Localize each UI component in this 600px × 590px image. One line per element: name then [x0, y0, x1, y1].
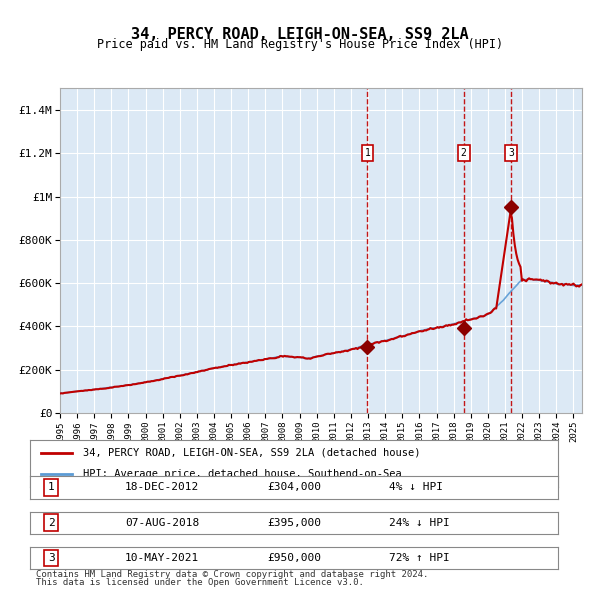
Text: 3: 3	[508, 149, 514, 158]
Text: £304,000: £304,000	[268, 483, 322, 492]
Text: 34, PERCY ROAD, LEIGH-ON-SEA, SS9 2LA (detached house): 34, PERCY ROAD, LEIGH-ON-SEA, SS9 2LA (d…	[83, 448, 420, 458]
Text: 10-MAY-2021: 10-MAY-2021	[125, 553, 199, 563]
Text: 4% ↓ HPI: 4% ↓ HPI	[389, 483, 443, 492]
Text: 24% ↓ HPI: 24% ↓ HPI	[389, 518, 450, 527]
Text: 2: 2	[48, 518, 55, 527]
Text: 2: 2	[461, 149, 467, 158]
Text: 18-DEC-2012: 18-DEC-2012	[125, 483, 199, 492]
Text: Contains HM Land Registry data © Crown copyright and database right 2024.: Contains HM Land Registry data © Crown c…	[36, 570, 428, 579]
Text: Price paid vs. HM Land Registry's House Price Index (HPI): Price paid vs. HM Land Registry's House …	[97, 38, 503, 51]
Text: 3: 3	[48, 553, 55, 563]
Text: 1: 1	[364, 149, 370, 158]
Text: 1: 1	[48, 483, 55, 492]
Text: £950,000: £950,000	[268, 553, 322, 563]
Text: 72% ↑ HPI: 72% ↑ HPI	[389, 553, 450, 563]
Text: HPI: Average price, detached house, Southend-on-Sea: HPI: Average price, detached house, Sout…	[83, 468, 401, 478]
Text: 07-AUG-2018: 07-AUG-2018	[125, 518, 199, 527]
Text: 34, PERCY ROAD, LEIGH-ON-SEA, SS9 2LA: 34, PERCY ROAD, LEIGH-ON-SEA, SS9 2LA	[131, 27, 469, 41]
Text: £395,000: £395,000	[268, 518, 322, 527]
Text: This data is licensed under the Open Government Licence v3.0.: This data is licensed under the Open Gov…	[36, 578, 364, 587]
